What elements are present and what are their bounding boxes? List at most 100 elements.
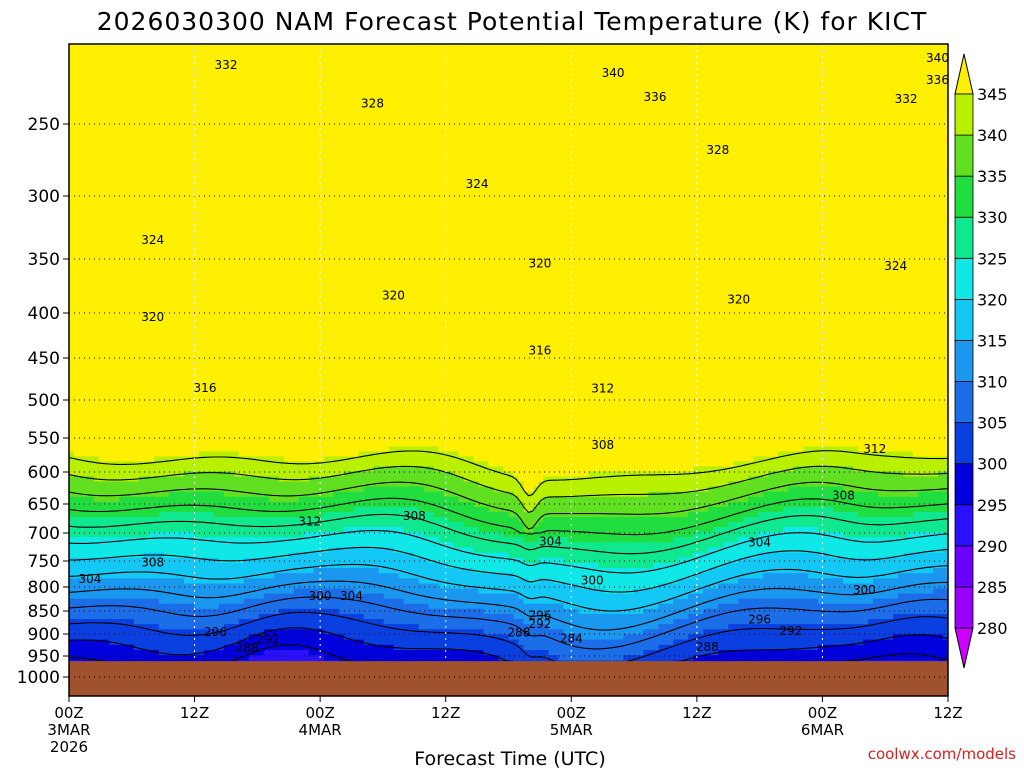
band-cell (878, 161, 884, 168)
band-cell (448, 89, 455, 95)
band-cell (913, 94, 919, 100)
band-cell (103, 141, 110, 148)
band-cell (448, 166, 455, 173)
band-cell (398, 126, 405, 133)
band-cell (858, 76, 864, 82)
band-cell (418, 117, 425, 123)
band-cell (638, 136, 644, 143)
band-cell (193, 66, 200, 73)
band-cell (428, 126, 435, 133)
band-cell (128, 48, 135, 54)
band-cell (103, 53, 110, 59)
band-cell (853, 112, 859, 118)
band-cell (873, 117, 879, 123)
band-cell (69, 176, 75, 183)
band-cell (313, 131, 320, 138)
band-cell (938, 151, 944, 158)
band-cell (413, 57, 420, 63)
band-cell (403, 66, 410, 73)
band-cell (73, 161, 80, 168)
band-cell (613, 57, 619, 63)
band-cell (863, 76, 869, 82)
band-cell (293, 103, 300, 109)
band-cell (258, 146, 265, 153)
band-cell (653, 131, 659, 138)
band-cell (83, 156, 90, 163)
band-cell (728, 66, 734, 73)
band-cell (123, 103, 130, 109)
band-cell (688, 166, 694, 173)
band-cell (668, 126, 674, 133)
band-cell (923, 108, 929, 114)
band-cell (223, 89, 230, 95)
band-cell (663, 98, 669, 105)
band-cell (928, 161, 934, 168)
band-cell (203, 176, 210, 183)
band-cell (113, 66, 120, 73)
band-cell (78, 126, 85, 133)
band-cell (238, 117, 245, 123)
band-cell (313, 71, 320, 77)
band-cell (613, 131, 619, 138)
band-cell (518, 71, 525, 77)
band-cell (318, 62, 325, 68)
band-cell (563, 112, 570, 118)
band-cell (398, 80, 405, 86)
band-cell (908, 48, 914, 54)
band-cell (903, 141, 909, 148)
band-cell (743, 48, 749, 54)
band-cell (643, 166, 649, 173)
band-cell (708, 44, 714, 50)
band-cell (853, 94, 859, 100)
band-cell (858, 57, 864, 63)
band-cell (108, 161, 115, 168)
band-cell (548, 121, 555, 128)
band-cell (733, 94, 739, 100)
band-cell (298, 98, 305, 105)
band-cell (223, 76, 230, 82)
band-cell (353, 89, 360, 95)
band-cell (468, 80, 475, 86)
band-cell (113, 112, 120, 118)
band-cell (153, 66, 160, 73)
band-cell (693, 89, 699, 95)
band-cell (308, 156, 315, 163)
band-cell (588, 53, 594, 59)
band-cell (248, 156, 255, 163)
band-cell (548, 48, 555, 54)
band-cell (818, 117, 824, 123)
band-cell (633, 161, 639, 168)
band-cell (528, 121, 535, 128)
band-cell (838, 89, 844, 95)
band-cell (658, 76, 664, 82)
band-cell (673, 117, 679, 123)
band-cell (203, 171, 210, 178)
band-cell (168, 103, 175, 109)
band-cell (378, 136, 385, 143)
band-cell (703, 57, 709, 63)
band-cell (133, 80, 140, 86)
band-cell (538, 103, 545, 109)
band-cell (373, 62, 380, 68)
band-cell (158, 141, 165, 148)
band-cell (388, 156, 395, 163)
band-cell (463, 146, 470, 153)
band-cell (608, 108, 614, 114)
band-cell (863, 161, 869, 168)
band-cell (708, 48, 714, 54)
band-cell (298, 121, 305, 128)
band-cell (848, 71, 854, 77)
band-cell (633, 121, 639, 128)
band-cell (253, 108, 260, 114)
band-cell (333, 85, 340, 91)
band-cell (643, 171, 649, 178)
band-cell (148, 89, 155, 95)
band-cell (883, 62, 889, 68)
band-cell (453, 94, 460, 100)
band-cell (628, 171, 634, 178)
band-cell (893, 76, 899, 82)
band-cell (808, 161, 814, 168)
band-cell (728, 103, 734, 109)
band-cell (83, 166, 90, 173)
band-cell (913, 146, 919, 153)
